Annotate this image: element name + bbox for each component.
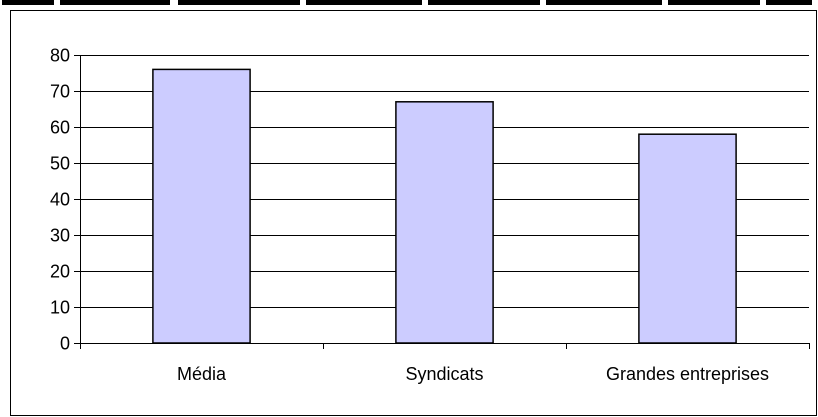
bar [395, 101, 494, 344]
y-tick-label: 70 [50, 82, 70, 102]
text-fragment [178, 0, 300, 5]
y-tick-label: 30 [50, 226, 70, 246]
y-tick-label: 50 [50, 154, 70, 174]
y-tick-label: 20 [50, 262, 70, 282]
text-fragment [428, 0, 540, 5]
axes [74, 55, 810, 349]
y-tick-label: 60 [50, 118, 70, 138]
x-tick-label: Média [177, 364, 227, 384]
bar [152, 68, 251, 344]
bar [638, 133, 737, 344]
y-tick-label: 0 [60, 334, 70, 354]
text-fragment [306, 0, 422, 5]
bar-chart: 0 10 20 30 40 50 60 70 80 Média Syndicats Grandes … [10, 10, 817, 416]
text-fragment [546, 0, 662, 5]
text-fragment [60, 0, 170, 5]
y-tick-label: 80 [50, 46, 70, 66]
text-fragment [766, 0, 812, 5]
text-fragment [668, 0, 760, 5]
y-tick-label: 10 [50, 298, 70, 318]
x-tick-label: Grandes entreprises [606, 364, 769, 384]
x-tick-labels: Média Syndicats Grandes entreprises [177, 364, 769, 384]
y-tick-labels: 0 10 20 30 40 50 60 70 80 [50, 46, 70, 354]
text-fragment [2, 0, 54, 5]
cropped-text-line [0, 0, 818, 10]
y-tick-label: 40 [50, 190, 70, 210]
x-tick-label: Syndicats [405, 364, 483, 384]
bars [152, 68, 737, 344]
